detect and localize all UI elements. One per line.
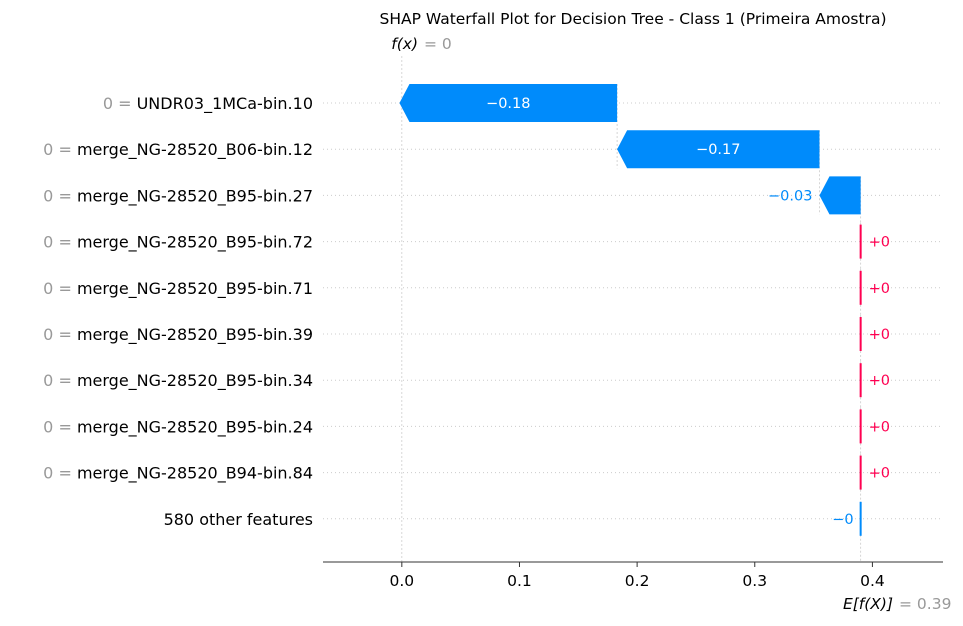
feature-labels: 0 = UNDR03_1MCa-bin.100 = merge_NG-28520… (43, 94, 313, 529)
feature-label: 0 = merge_NG-28520_B95-bin.24 (43, 417, 313, 437)
x-tick-label: 0.4 (860, 572, 885, 590)
shap-value-label: +0 (869, 373, 890, 389)
feature-label: 580 other features (164, 510, 313, 529)
x-tick-label: 0.2 (625, 572, 650, 590)
feature-label: 0 = merge_NG-28520_B95-bin.34 (43, 371, 313, 391)
shap-value-label: +0 (869, 327, 890, 343)
shap-bar (617, 130, 820, 169)
fx-header: f(x) = 0 (391, 35, 452, 53)
feature-value: 0 = (43, 233, 77, 252)
x-tick-label: 0.1 (507, 572, 532, 590)
feature-label: 0 = merge_NG-28520_B95-bin.27 (43, 186, 313, 206)
feature-name: merge_NG-28520_B95-bin.34 (77, 371, 313, 391)
feature-value: 0 = (103, 94, 137, 113)
shap-value-label: +0 (869, 235, 890, 251)
feature-value: 0 = (43, 464, 77, 483)
efx-label: E[f(X)] (843, 595, 893, 613)
feature-name: UNDR03_1MCa-bin.10 (137, 94, 313, 114)
shap-value-label: −0.17 (696, 142, 740, 158)
feature-value: 0 = (43, 371, 77, 390)
feature-label: 0 = merge_NG-28520_B95-bin.39 (43, 325, 313, 345)
reference-lines (401, 56, 862, 562)
feature-name: merge_NG-28520_B06-bin.12 (77, 140, 313, 160)
x-axis: 0.0 0.1 0.2 0.3 0.4 (323, 561, 943, 590)
feature-value: 0 = (43, 417, 77, 436)
shap-bar (819, 176, 861, 215)
shap-value-label: −0.03 (768, 188, 812, 204)
shap-value-label: −0 (832, 512, 853, 528)
shap-value-label: +0 (869, 419, 890, 435)
feature-name: merge_NG-28520_B94-bin.84 (77, 464, 313, 484)
feature-label: 0 = merge_NG-28520_B94-bin.84 (43, 464, 313, 484)
x-tick-label: 0.0 (389, 572, 414, 590)
shap-value-label: −0.18 (486, 96, 530, 112)
feature-value: 0 = (43, 279, 77, 298)
feature-label: 0 = merge_NG-28520_B06-bin.12 (43, 140, 313, 160)
feature-label: 0 = merge_NG-28520_B95-bin.71 (43, 279, 313, 299)
feature-value: 0 = (43, 186, 77, 205)
shap-bar (399, 84, 618, 122)
x-tick-label: 0.3 (742, 572, 767, 590)
fx-label: f(x) (391, 35, 418, 53)
feature-name: merge_NG-28520_B95-bin.24 (77, 417, 313, 437)
efx-footer: E[f(X)] = 0.39 (843, 595, 952, 613)
feature-value: 0 = (43, 140, 77, 159)
fx-value: = 0 (424, 35, 452, 53)
feature-name: merge_NG-28520_B95-bin.72 (77, 233, 313, 253)
feature-name: merge_NG-28520_B95-bin.27 (77, 186, 313, 206)
feature-name: 580 other features (164, 510, 313, 529)
efx-value: = 0.39 (899, 595, 951, 613)
shap-value-label: +0 (869, 281, 890, 297)
feature-label: 0 = merge_NG-28520_B95-bin.72 (43, 233, 313, 253)
feature-label: 0 = UNDR03_1MCa-bin.10 (103, 94, 313, 114)
feature-value: 0 = (43, 325, 77, 344)
feature-name: merge_NG-28520_B95-bin.39 (77, 325, 313, 345)
shap-value-label: +0 (869, 466, 890, 482)
feature-name: merge_NG-28520_B95-bin.71 (77, 279, 313, 299)
chart-title: SHAP Waterfall Plot for Decision Tree - … (379, 10, 886, 28)
waterfall-bars: −0.18 −0.17 −0.03 +0 +0 +0 +0 +0 +0 −0 (399, 84, 890, 536)
